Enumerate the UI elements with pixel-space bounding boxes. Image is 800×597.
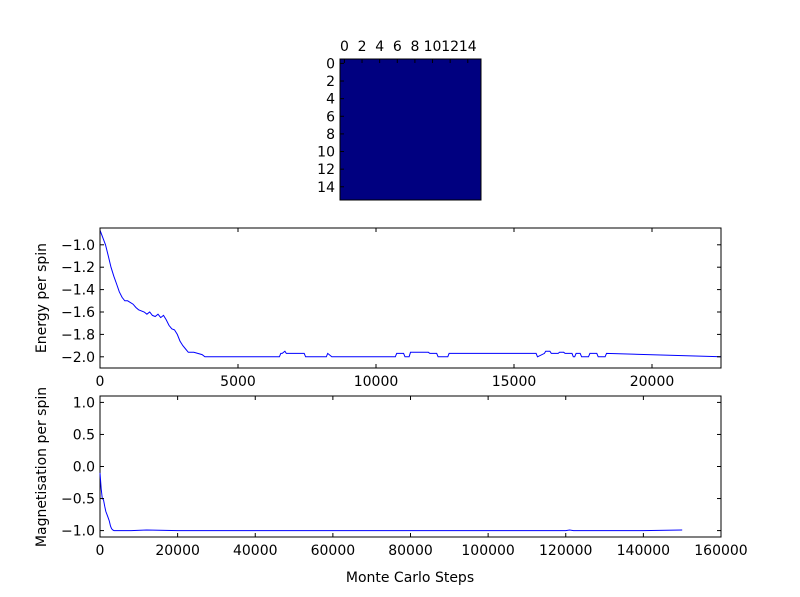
- energy-plot-frame: [99, 227, 722, 369]
- energy-x-tick-label: 15000: [492, 374, 537, 390]
- energy-x-tick-label: 20000: [630, 374, 675, 390]
- magnetisation-y-ticks: 1.0 0.5 0.0 −0.5 −1.0: [61, 395, 721, 540]
- heatmap-y-tick-label: 10: [317, 145, 335, 161]
- heatmap-x-tick-label: 0: [340, 39, 349, 55]
- heatmap-y-tick-label: 6: [326, 109, 335, 125]
- heatmap-cells: [339, 58, 482, 201]
- energy-plot: 0 5000 10000 15000 20000 −1.0−1.2−1.4−1.6−1.…: [34, 227, 722, 390]
- magnetisation-y-tick-label: −0.5: [61, 492, 95, 508]
- magnetisation-x-tick-label: 160000: [694, 543, 747, 559]
- heatmap-x-ticks: 0 2 4 6 8 10 12 14: [340, 39, 477, 63]
- heatmap-y-tick-label: 0: [326, 56, 335, 72]
- heatmap-x-tick-label: 12: [441, 39, 459, 55]
- heatmap-y-tick-label: 12: [317, 162, 335, 178]
- heatmap-x-tick-label: 10: [424, 39, 442, 55]
- magnetisation-x-tick-label: 80000: [388, 543, 433, 559]
- magnetisation-y-tick-label: 1.0: [73, 395, 95, 411]
- energy-y-tick-label: −1.6: [61, 305, 95, 321]
- magnetisation-x-ticks: 0 20000 40000 60000 80000 100000 120000 140000 1…: [96, 396, 748, 559]
- heatmap-y-tick-label: 4: [326, 92, 335, 108]
- magnetisation-x-tick-label: 100000: [461, 543, 514, 559]
- x-axis-label: Monte Carlo Steps: [346, 570, 474, 586]
- heatmap-x-tick-label: 2: [358, 39, 367, 55]
- magnetisation-y-tick-label: −1.0: [61, 524, 95, 540]
- heatmap-x-tick-label: 14: [459, 39, 477, 55]
- magnetisation-x-tick-label: 0: [96, 543, 105, 559]
- magnetisation-x-tick-label: 120000: [539, 543, 592, 559]
- magnetisation-x-tick-label: 60000: [311, 543, 356, 559]
- energy-y-tick-label: −1.4: [61, 283, 95, 299]
- heatmap-x-tick-label: 6: [393, 39, 402, 55]
- magnetisation-y-tick-label: 0.0: [73, 460, 95, 476]
- magnetisation-y-axis-label: Magnetisation per spin: [34, 387, 50, 547]
- magnetisation-plot-frame: [99, 395, 722, 538]
- energy-y-tick-label: −1.8: [61, 327, 95, 343]
- magnetisation-series-line: [99, 472, 683, 532]
- energy-y-ticks: −1.0 −1.2 −1.4 −1.6 −1.8 −2.0: [61, 238, 721, 366]
- magnetisation-x-tick-label: 20000: [155, 543, 200, 559]
- energy-x-tick-label: 10000: [354, 374, 399, 390]
- energy-x-ticks: 0 5000 10000 15000 20000: [96, 228, 675, 390]
- heatmap-y-tick-label: 14: [317, 180, 335, 196]
- magnetisation-x-tick-label: 140000: [617, 543, 670, 559]
- energy-x-tick-label: 0: [96, 374, 105, 390]
- energy-y-tick-label: −1.2: [61, 260, 95, 276]
- heatmap-y-tick-label: 8: [326, 127, 335, 143]
- magnetisation-y-tick-label: 0.5: [73, 427, 95, 443]
- energy-x-tick-label: 5000: [220, 374, 256, 390]
- energy-y-tick-label: −1.0: [61, 238, 95, 254]
- energy-y-axis-label: Energy per spin: [34, 243, 50, 353]
- energy-series-line: [99, 230, 722, 358]
- magnetisation-x-tick-label: 40000: [233, 543, 278, 559]
- magnetisation-plot: 0 20000 40000 60000 80000 100000 120000 140000 1…: [34, 387, 748, 586]
- heatmap-x-tick-label: 4: [375, 39, 384, 55]
- heatmap-x-tick-label: 8: [410, 39, 419, 55]
- heatmap-y-tick-label: 2: [326, 74, 335, 90]
- energy-y-tick-label: −2.0: [61, 350, 95, 366]
